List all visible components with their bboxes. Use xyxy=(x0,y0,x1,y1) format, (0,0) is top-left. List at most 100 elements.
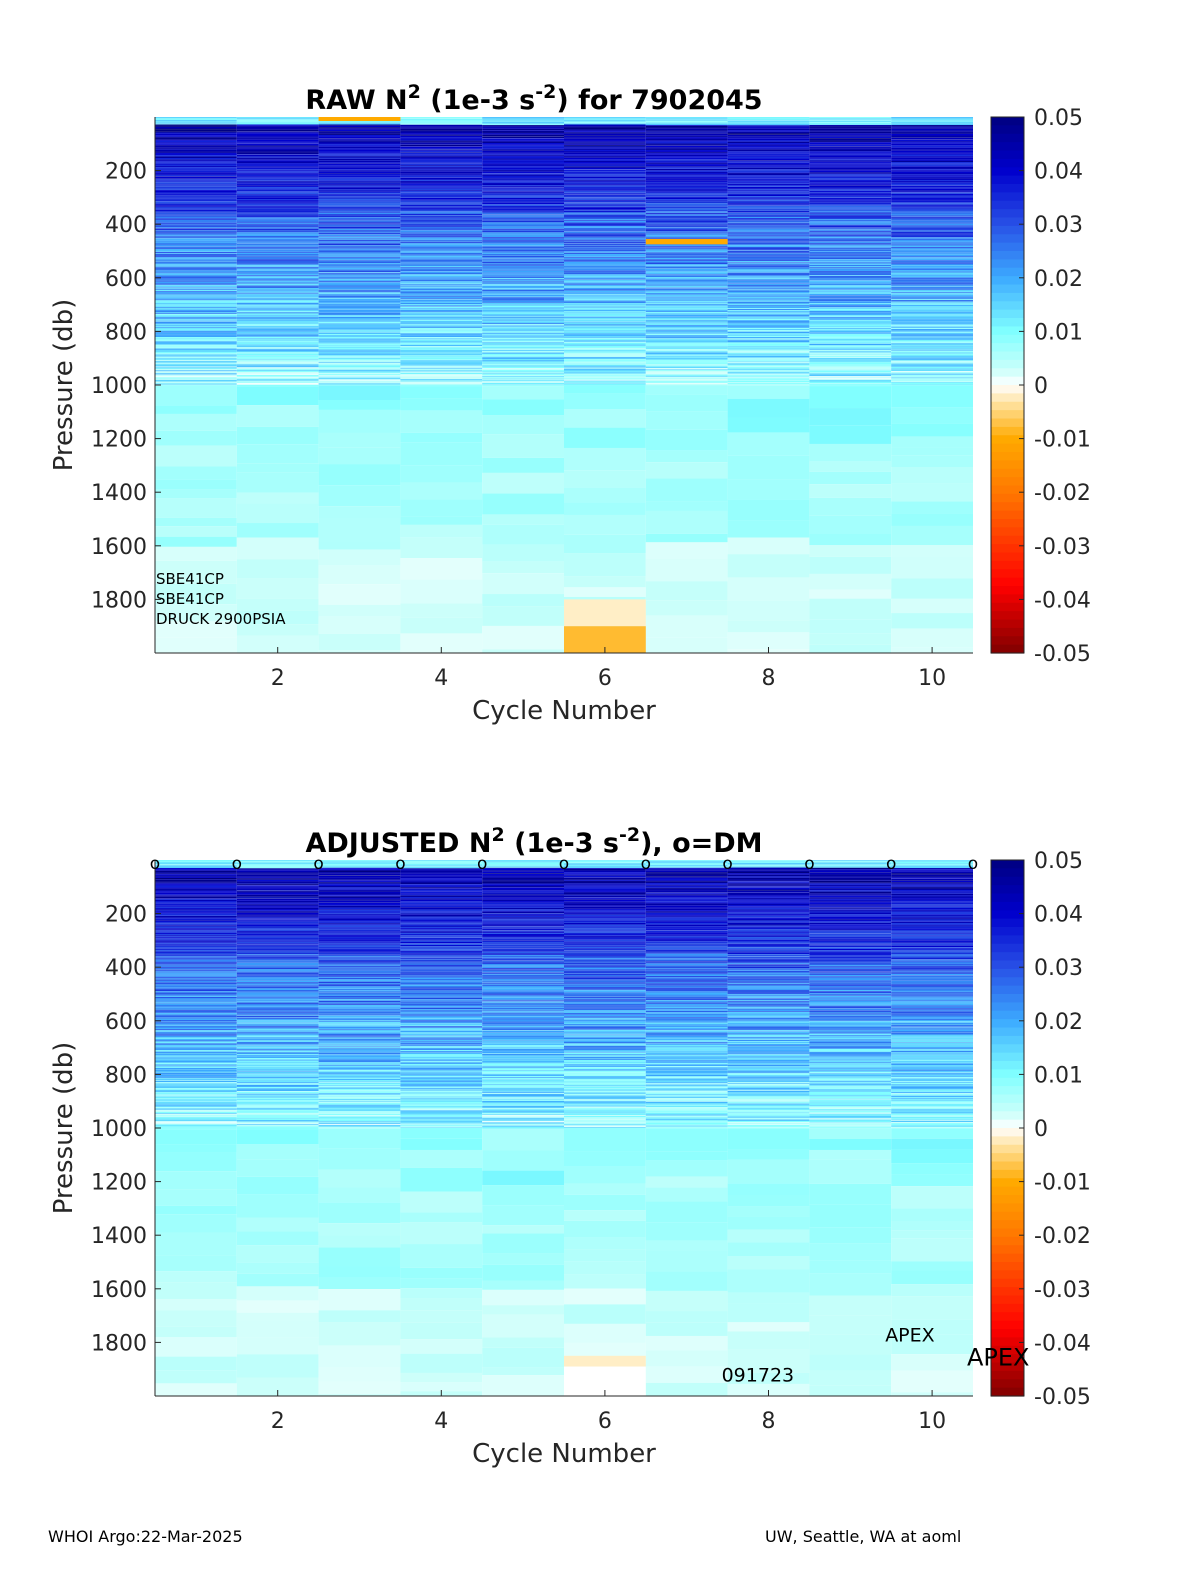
heatmap-cell xyxy=(318,1020,401,1022)
heatmap-cell xyxy=(236,909,319,911)
colorbar-swatch xyxy=(991,460,1024,470)
heatmap-cell xyxy=(809,369,892,370)
heatmap-cell xyxy=(727,379,810,381)
heatmap-cell xyxy=(236,991,319,993)
heatmap-cell xyxy=(564,961,646,963)
heatmap-cell xyxy=(236,1011,319,1013)
heatmap-cell xyxy=(564,326,646,327)
heatmap-cell xyxy=(727,203,810,205)
heatmap-cell xyxy=(809,251,892,252)
heatmap-cell xyxy=(400,1310,483,1323)
heatmap-cell xyxy=(727,947,810,948)
heatmap-cell xyxy=(809,295,892,298)
heatmap-cell xyxy=(155,353,237,355)
heatmap-cell xyxy=(727,1029,810,1031)
heatmap-cell xyxy=(564,364,646,367)
heatmap-cell xyxy=(318,193,401,195)
heatmap-cell xyxy=(236,960,319,962)
heatmap-cell xyxy=(809,545,892,557)
heatmap-cell xyxy=(155,231,237,233)
heatmap-cell xyxy=(400,331,483,334)
heatmap-cell xyxy=(645,333,728,336)
heatmap-cell xyxy=(236,900,319,901)
heatmap-cell xyxy=(564,383,646,384)
heatmap-cell xyxy=(645,199,728,201)
heatmap-cell xyxy=(482,372,564,374)
heatmap-cell xyxy=(482,186,564,188)
heatmap-cell xyxy=(236,250,319,252)
heatmap-cell xyxy=(564,306,646,308)
heatmap-cell xyxy=(645,287,728,288)
heatmap-cell xyxy=(645,1074,728,1077)
heatmap-cell xyxy=(564,985,646,988)
heatmap-cell xyxy=(564,234,646,237)
heatmap-cell xyxy=(645,179,728,181)
heatmap-cell xyxy=(891,240,973,242)
heatmap-cell xyxy=(155,292,237,293)
heatmap-cell xyxy=(236,313,319,314)
heatmap-cell xyxy=(809,321,892,324)
heatmap-cell xyxy=(155,1093,237,1095)
heatmap-cell xyxy=(564,1065,646,1067)
heatmap-cell xyxy=(727,241,810,242)
heatmap-cell xyxy=(482,1099,564,1101)
heatmap-cell xyxy=(564,943,646,945)
heatmap-cell xyxy=(645,940,728,942)
heatmap-cell xyxy=(236,635,319,653)
heatmap-cell xyxy=(727,907,810,909)
colorbar-swatch xyxy=(991,309,1024,319)
heatmap-cell xyxy=(236,238,319,240)
heatmap-cell xyxy=(155,232,237,234)
heatmap-cell xyxy=(727,866,810,868)
heatmap-cell xyxy=(236,1114,319,1116)
heatmap-cell xyxy=(564,223,646,225)
heatmap-cell xyxy=(564,301,646,303)
heatmap-cell xyxy=(318,173,401,174)
heatmap-cell xyxy=(236,207,319,209)
colorbar-swatch xyxy=(991,410,1024,420)
heatmap-cell xyxy=(482,1043,564,1046)
heatmap-cell xyxy=(645,257,728,260)
heatmap-cell xyxy=(400,357,483,360)
heatmap-cell xyxy=(891,324,973,326)
heatmap-cell xyxy=(236,1047,319,1050)
heatmap-cell xyxy=(645,175,728,177)
heatmap-cell xyxy=(155,1120,237,1122)
heatmap-cell xyxy=(318,1024,401,1026)
heatmap-cell xyxy=(482,130,564,131)
heatmap-cell xyxy=(318,249,401,251)
heatmap-cell xyxy=(236,237,319,239)
heatmap-cell xyxy=(564,241,646,242)
heatmap-cell xyxy=(564,220,646,221)
heatmap-cell xyxy=(482,1000,564,1001)
heatmap-cell xyxy=(155,381,237,384)
heatmap-cell xyxy=(400,208,483,210)
heatmap-cell xyxy=(236,180,319,182)
heatmap-cell xyxy=(400,914,483,917)
heatmap-cell xyxy=(482,1058,564,1060)
heatmap-cell xyxy=(482,1012,564,1014)
heatmap-cell xyxy=(236,1039,319,1041)
heatmap-cell xyxy=(318,277,401,279)
heatmap-cell xyxy=(564,965,646,967)
heatmap-cell xyxy=(727,321,810,323)
heatmap-cell xyxy=(155,197,237,199)
heatmap-cell xyxy=(645,984,728,986)
heatmap-cell xyxy=(727,1003,810,1005)
heatmap-cell xyxy=(400,228,483,230)
heatmap-cell xyxy=(809,117,892,119)
heatmap-cell xyxy=(564,1002,646,1004)
heatmap-cell xyxy=(236,503,319,524)
heatmap-cell xyxy=(155,228,237,231)
heatmap-cell xyxy=(645,142,728,144)
heatmap-cell xyxy=(482,925,564,927)
heatmap-cell xyxy=(482,1076,564,1078)
heatmap-cell xyxy=(155,259,237,261)
heatmap-cell xyxy=(727,1086,810,1089)
heatmap-cell xyxy=(482,160,564,162)
heatmap-cell xyxy=(236,966,319,968)
heatmap-cell xyxy=(318,1048,401,1050)
heatmap-cell xyxy=(400,377,483,380)
heatmap-cell xyxy=(400,339,483,340)
heatmap-cell xyxy=(809,589,892,599)
